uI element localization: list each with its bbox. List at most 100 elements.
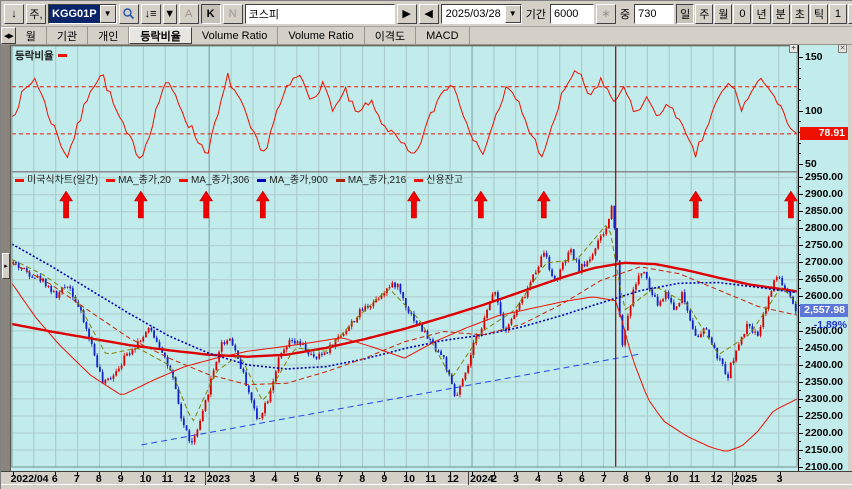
overlay-MA_종가,306 [11,262,798,386]
minor-tick [799,390,801,392]
period-button-0[interactable]: 0 [733,3,752,24]
n-mode-button: N [222,3,243,24]
minor-tick [799,356,801,358]
date-value: 2025/03/28 [441,4,505,23]
period-button-2[interactable]: 2 [847,3,852,24]
overlay-MA_종가,216 [11,261,798,358]
tick-mark [274,472,276,475]
left-splitter[interactable]: ▸ [1,45,11,484]
tick-mark [208,472,210,475]
tab-6[interactable]: 이격도 [365,27,417,44]
expand-icon[interactable]: + [789,44,798,53]
minor-tick [799,458,801,460]
search-button[interactable] [118,3,139,24]
legend-item: 미국식차트(일간) [15,171,98,186]
time-axis-label: 9 [381,473,388,485]
tick-mark [120,472,122,475]
price-axis-tick: 2800.00 [805,222,843,235]
period-input[interactable] [549,3,594,24]
scroll-left-button[interactable]: ◀ [418,3,439,24]
tick-mark [799,279,803,281]
period-button-틱[interactable]: 틱 [809,3,828,24]
tick-mark [799,211,803,213]
tick-mark [799,330,803,332]
symbol-name-input[interactable] [244,3,395,24]
minor-tick [799,185,801,187]
time-axis-label: 5 [293,473,300,485]
period-button-주[interactable]: 주 [695,3,714,24]
period-button-월[interactable]: 월 [714,3,733,24]
legend-item: MA_종가,216 [335,171,406,186]
tick-mark [799,110,803,112]
minor-tick [799,287,801,289]
tick-mark [647,472,649,475]
close-icon[interactable]: ✕ [838,44,847,53]
tab-1[interactable]: 기관 [47,27,89,44]
minor-tick [799,236,801,238]
time-axis-label: 12 [447,473,459,485]
tab-0[interactable]: 월 [16,27,47,44]
tick-mark [799,467,803,468]
tick-mark [318,472,320,475]
time-axis-label: 8 [95,473,102,485]
time-axis[interactable]: 2022/04 6 7 8 9 10 11 12 2023 3 4 5 6 7 8 9 10 11 12 2024 2 3… [1,471,852,485]
tick-mark [252,472,254,475]
legend-marker [414,178,424,182]
period-button-1[interactable]: 1 [828,3,847,24]
k-mode-button[interactable]: K [200,3,221,24]
time-axis-label: 8 [359,473,366,485]
tick-mark [98,472,100,475]
minor-tick [799,99,801,101]
date-combo[interactable]: 2025/03/28 ▼ [440,3,522,24]
tick-mark [799,164,803,165]
insert-dropdown-icon[interactable]: ▼ [162,3,177,24]
tick-mark [538,472,540,475]
change-percent: -1.89% [813,318,847,331]
insert-indicator-button[interactable]: ↓≡ [140,3,161,24]
tab-selected-3[interactable]: 등락비율 [129,27,192,44]
price-axis-tick: 2750.00 [805,239,843,252]
tick-mark [799,398,803,400]
price-axis[interactable]: 150 100 50 2950.00 2900.00 2850.00 2800.00 2750… [789,44,848,473]
collapse-handle-button[interactable]: ▸ [2,253,10,279]
period-button-분[interactable]: 분 [771,3,790,24]
price-axis-tick: 2850.00 [805,205,843,218]
tick-mark [296,472,298,475]
weekly-mode-button[interactable]: 주, [26,3,46,24]
chevron-down-icon[interactable]: ▼ [99,4,116,23]
symbol-code-combo[interactable]: KGG01P ▼ [48,3,117,24]
legend-marker [15,178,24,182]
tick-mark [625,472,627,475]
scroll-right-button[interactable]: ▶ [396,3,417,24]
time-axis-label: 3 [249,473,256,485]
year-separator [731,472,733,485]
tick-mark [472,472,474,475]
toolbar: ↓ 주, KGG01P ▼ ↓≡ ▼ A K N ▶ ◀ 2025/03/28 … [1,1,852,27]
tab-5[interactable]: Volume Ratio [278,27,365,44]
tab-2[interactable]: 개인 [88,27,130,44]
adjust-icon: ∗ [601,8,611,20]
tick-mark [494,472,496,475]
overlay-MA_종가,20 [11,224,798,422]
time-axis-label: 2022/04 [10,473,49,485]
sub-axis-tick: 150 [805,51,823,63]
symbol-code-value: KGG01P [49,4,100,23]
sub-legend-marker [57,54,67,57]
tab-items: 월 기관 개인 등락비율 Volume Ratio Volume Ratio 이격도 MACD [16,27,470,44]
chevron-down-icon[interactable]: ▼ [504,4,521,23]
period-button-일[interactable]: 일 [676,3,695,24]
count-input[interactable] [634,3,675,24]
tab-7[interactable]: MACD [416,27,470,44]
period-button-년[interactable]: 년 [752,3,771,24]
tab-scroll-icon[interactable]: ◀▶ [1,27,16,44]
price-chart-canvas[interactable] [11,45,798,471]
minor-tick [799,373,801,375]
tab-4[interactable]: Volume Ratio [192,27,279,44]
period-button-초[interactable]: 초 [790,3,809,24]
sub-value-badge: 78.91 [800,126,848,140]
tick-mark [799,194,803,196]
tick-mark [604,472,605,475]
time-axis-label: 10 [403,473,415,485]
down-arrow-button[interactable]: ↓ [4,3,24,24]
tick-mark [142,472,144,475]
